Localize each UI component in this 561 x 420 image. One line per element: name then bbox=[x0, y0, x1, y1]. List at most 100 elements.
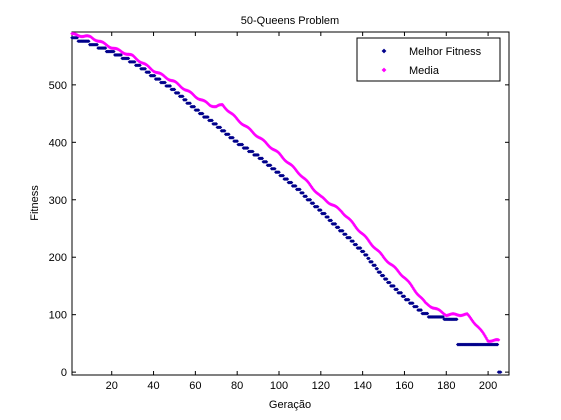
data-point bbox=[273, 166, 277, 171]
data-point bbox=[265, 142, 270, 147]
data-point bbox=[465, 312, 469, 316]
data-point bbox=[409, 284, 414, 288]
data-point bbox=[316, 192, 321, 197]
data-point bbox=[406, 279, 411, 284]
data-point bbox=[220, 102, 225, 107]
data-point bbox=[179, 85, 184, 90]
data-point bbox=[222, 129, 227, 133]
data-point bbox=[467, 314, 472, 319]
data-point bbox=[355, 227, 360, 232]
data-point bbox=[370, 260, 374, 264]
data-point bbox=[149, 67, 154, 72]
data-point bbox=[339, 210, 344, 214]
data-point bbox=[322, 196, 326, 201]
data-point bbox=[358, 230, 363, 235]
data-point bbox=[306, 180, 311, 185]
data-point bbox=[381, 255, 386, 259]
data-point bbox=[146, 64, 151, 69]
data-point bbox=[192, 104, 197, 109]
data-point bbox=[373, 263, 377, 268]
data-point bbox=[358, 246, 363, 250]
data-point bbox=[310, 186, 315, 191]
axes-box bbox=[71, 31, 510, 376]
data-point bbox=[176, 91, 181, 95]
x-tick-label: 140 bbox=[353, 380, 371, 392]
data-point bbox=[132, 60, 137, 64]
series-layer bbox=[70, 31, 503, 374]
data-point bbox=[349, 218, 353, 223]
data-point bbox=[402, 275, 407, 280]
data-point bbox=[95, 42, 99, 47]
data-point bbox=[441, 315, 445, 319]
data-point bbox=[204, 99, 208, 104]
data-point bbox=[307, 181, 312, 186]
data-point bbox=[239, 121, 244, 126]
data-point bbox=[138, 63, 142, 68]
data-point bbox=[344, 232, 348, 237]
data-point bbox=[311, 201, 316, 206]
data-point bbox=[311, 187, 316, 192]
data-point bbox=[133, 56, 138, 61]
data-point bbox=[168, 84, 173, 88]
data-point bbox=[206, 115, 210, 119]
data-point bbox=[359, 231, 364, 235]
data-point bbox=[280, 155, 284, 159]
data-point bbox=[207, 102, 211, 107]
data-point bbox=[277, 170, 281, 174]
x-tick-label: 200 bbox=[479, 380, 497, 392]
data-point bbox=[324, 198, 328, 203]
data-point bbox=[423, 300, 428, 305]
data-point bbox=[485, 337, 489, 342]
data-point bbox=[176, 82, 181, 87]
data-point bbox=[360, 232, 365, 236]
data-point bbox=[366, 237, 370, 242]
data-point bbox=[247, 127, 252, 131]
data-point bbox=[235, 139, 239, 143]
y-tick-label: 200 bbox=[49, 252, 67, 264]
x-tick-label: 120 bbox=[312, 380, 330, 392]
data-point bbox=[361, 249, 366, 254]
data-point bbox=[200, 111, 205, 116]
data-point bbox=[119, 53, 123, 57]
plot-area bbox=[71, 31, 510, 376]
data-point bbox=[422, 299, 427, 303]
data-point bbox=[135, 57, 139, 62]
legend-box bbox=[356, 37, 501, 82]
data-point bbox=[477, 326, 482, 331]
data-point bbox=[475, 324, 480, 329]
data-point bbox=[293, 167, 298, 172]
data-point bbox=[312, 189, 317, 193]
data-point bbox=[285, 177, 290, 181]
data-point bbox=[267, 145, 272, 149]
data-point bbox=[468, 315, 473, 320]
x-tick-label: 20 bbox=[106, 380, 118, 392]
data-point bbox=[425, 311, 430, 316]
data-point bbox=[158, 77, 162, 81]
data-point bbox=[407, 281, 412, 285]
data-point bbox=[383, 258, 388, 262]
data-point bbox=[411, 285, 415, 290]
data-point bbox=[227, 132, 231, 137]
data-point bbox=[147, 65, 152, 70]
legend-label: Media bbox=[409, 65, 440, 77]
data-point bbox=[254, 133, 258, 138]
data-point bbox=[377, 250, 382, 254]
data-point bbox=[335, 205, 340, 210]
data-point bbox=[421, 297, 426, 302]
data-point bbox=[126, 56, 131, 61]
data-point bbox=[496, 338, 501, 342]
data-point bbox=[362, 233, 367, 238]
data-point bbox=[351, 221, 356, 226]
data-point bbox=[412, 287, 416, 292]
data-point bbox=[163, 75, 167, 79]
ticks: 20 40 60 80 100 120 140 160 180 200 0 100 200 300 400 5… bbox=[49, 32, 509, 392]
data-point bbox=[454, 317, 459, 322]
data-point bbox=[419, 308, 423, 312]
data-point bbox=[326, 200, 330, 205]
data-point bbox=[415, 291, 419, 296]
data-point bbox=[365, 253, 369, 257]
data-point bbox=[480, 329, 484, 333]
y-tick-label: 500 bbox=[49, 80, 67, 92]
data-point bbox=[379, 252, 384, 257]
